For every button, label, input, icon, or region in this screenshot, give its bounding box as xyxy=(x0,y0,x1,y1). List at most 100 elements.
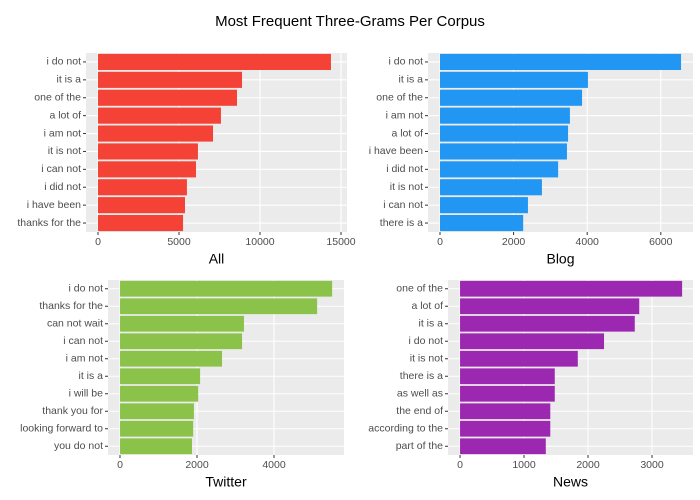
bar xyxy=(120,298,318,315)
bar xyxy=(97,53,331,71)
y-tick-label: i can not xyxy=(41,163,81,175)
bar xyxy=(439,197,528,214)
bar xyxy=(460,385,555,402)
y-tick-label: i can not xyxy=(63,335,103,347)
bar xyxy=(120,350,223,367)
x-tick-label: 1000 xyxy=(512,459,536,471)
y-tick-label: the end of xyxy=(396,405,443,417)
y-tick-label: i do not xyxy=(389,56,424,68)
bar xyxy=(460,333,605,350)
y-tick-label: i have been xyxy=(27,199,81,211)
y-tick-label: thank you for xyxy=(42,405,103,417)
y-tick-label: it is not xyxy=(390,181,423,193)
y-tick-label: a lot of xyxy=(49,109,81,121)
bar xyxy=(97,161,197,178)
bar xyxy=(460,438,546,455)
x-tick-label: 3000 xyxy=(640,459,664,471)
y-tick-label: one of the xyxy=(34,92,81,104)
bar xyxy=(439,107,570,124)
x-tick-label: 2000 xyxy=(576,459,600,471)
bar xyxy=(120,280,333,297)
y-tick-label: i am not xyxy=(386,109,423,121)
bar xyxy=(120,403,194,420)
y-tick-label: it is a xyxy=(418,318,443,330)
y-tick-label: i have been xyxy=(369,145,423,157)
y-tick-label: i do not xyxy=(409,335,444,347)
bar xyxy=(120,385,199,402)
bar xyxy=(97,71,243,88)
y-tick-label: it is not xyxy=(48,145,81,157)
bar xyxy=(439,214,524,232)
y-tick-label: it is a xyxy=(78,370,103,382)
y-tick-label: a lot of xyxy=(411,300,443,312)
bar xyxy=(97,179,187,196)
y-tick-label: looking forward to xyxy=(20,423,103,435)
bar xyxy=(120,333,243,350)
x-axis-label: News xyxy=(553,474,588,490)
bar xyxy=(460,368,555,385)
x-tick-label: 10000 xyxy=(245,236,274,248)
y-tick-label: i did not xyxy=(386,163,423,175)
bar xyxy=(97,143,198,160)
bar xyxy=(97,107,221,124)
x-tick-label: 0 xyxy=(457,459,463,471)
bar xyxy=(460,403,551,420)
y-tick-label: you do not xyxy=(54,440,103,452)
y-tick-label: i do not xyxy=(69,283,104,295)
y-tick-label: i will be xyxy=(69,388,104,400)
y-tick-label: i can not xyxy=(383,199,423,211)
y-tick-label: as well as xyxy=(397,388,443,400)
x-tick-label: 5000 xyxy=(167,236,191,248)
x-tick-label: 2000 xyxy=(502,236,526,248)
y-tick-label: i am not xyxy=(66,353,103,365)
x-axis-label: Twitter xyxy=(205,474,247,490)
y-tick-label: there is a xyxy=(400,370,443,382)
bar xyxy=(460,315,635,332)
bar xyxy=(439,179,542,196)
y-tick-label: one of the xyxy=(376,92,423,104)
y-tick-label: it is a xyxy=(398,74,423,86)
bar xyxy=(439,89,583,106)
bar xyxy=(120,315,244,332)
y-tick-label: i am not xyxy=(44,127,81,139)
bar xyxy=(460,350,578,367)
y-tick-label: i did not xyxy=(44,181,81,193)
bar xyxy=(97,125,214,142)
bar xyxy=(460,298,640,315)
x-tick-label: 15000 xyxy=(326,236,355,248)
x-tick-label: 0 xyxy=(117,459,123,471)
y-tick-label: it is not xyxy=(410,353,443,365)
bar xyxy=(120,420,194,437)
bar xyxy=(439,143,567,160)
y-tick-label: thanks for the xyxy=(39,300,103,312)
y-tick-label: part of the xyxy=(396,440,443,452)
x-tick-label: 2000 xyxy=(185,459,209,471)
bar xyxy=(439,71,588,88)
x-tick-label: 4000 xyxy=(576,236,600,248)
x-tick-label: 0 xyxy=(95,236,101,248)
bar xyxy=(120,438,193,455)
bar xyxy=(460,280,683,297)
bar xyxy=(439,53,682,71)
y-tick-label: thanks for the xyxy=(17,217,81,229)
x-tick-label: 6000 xyxy=(649,236,673,248)
bar xyxy=(439,161,559,178)
bar xyxy=(439,125,569,142)
y-tick-label: there is a xyxy=(380,217,423,229)
bar xyxy=(97,197,185,214)
bar xyxy=(97,89,237,106)
x-tick-label: 0 xyxy=(437,236,443,248)
chart-title: Most Frequent Three-Grams Per Corpus xyxy=(215,13,485,30)
bar xyxy=(97,214,184,232)
x-axis-label: Blog xyxy=(546,251,574,267)
y-tick-label: i do not xyxy=(47,56,82,68)
bar xyxy=(460,420,551,437)
x-axis-label: All xyxy=(209,251,225,267)
y-tick-label: a lot of xyxy=(391,127,423,139)
y-tick-label: according to the xyxy=(368,423,443,435)
y-tick-label: it is a xyxy=(56,74,81,86)
bar xyxy=(120,368,201,385)
y-tick-label: can not wait xyxy=(47,318,103,330)
y-tick-label: one of the xyxy=(396,283,443,295)
